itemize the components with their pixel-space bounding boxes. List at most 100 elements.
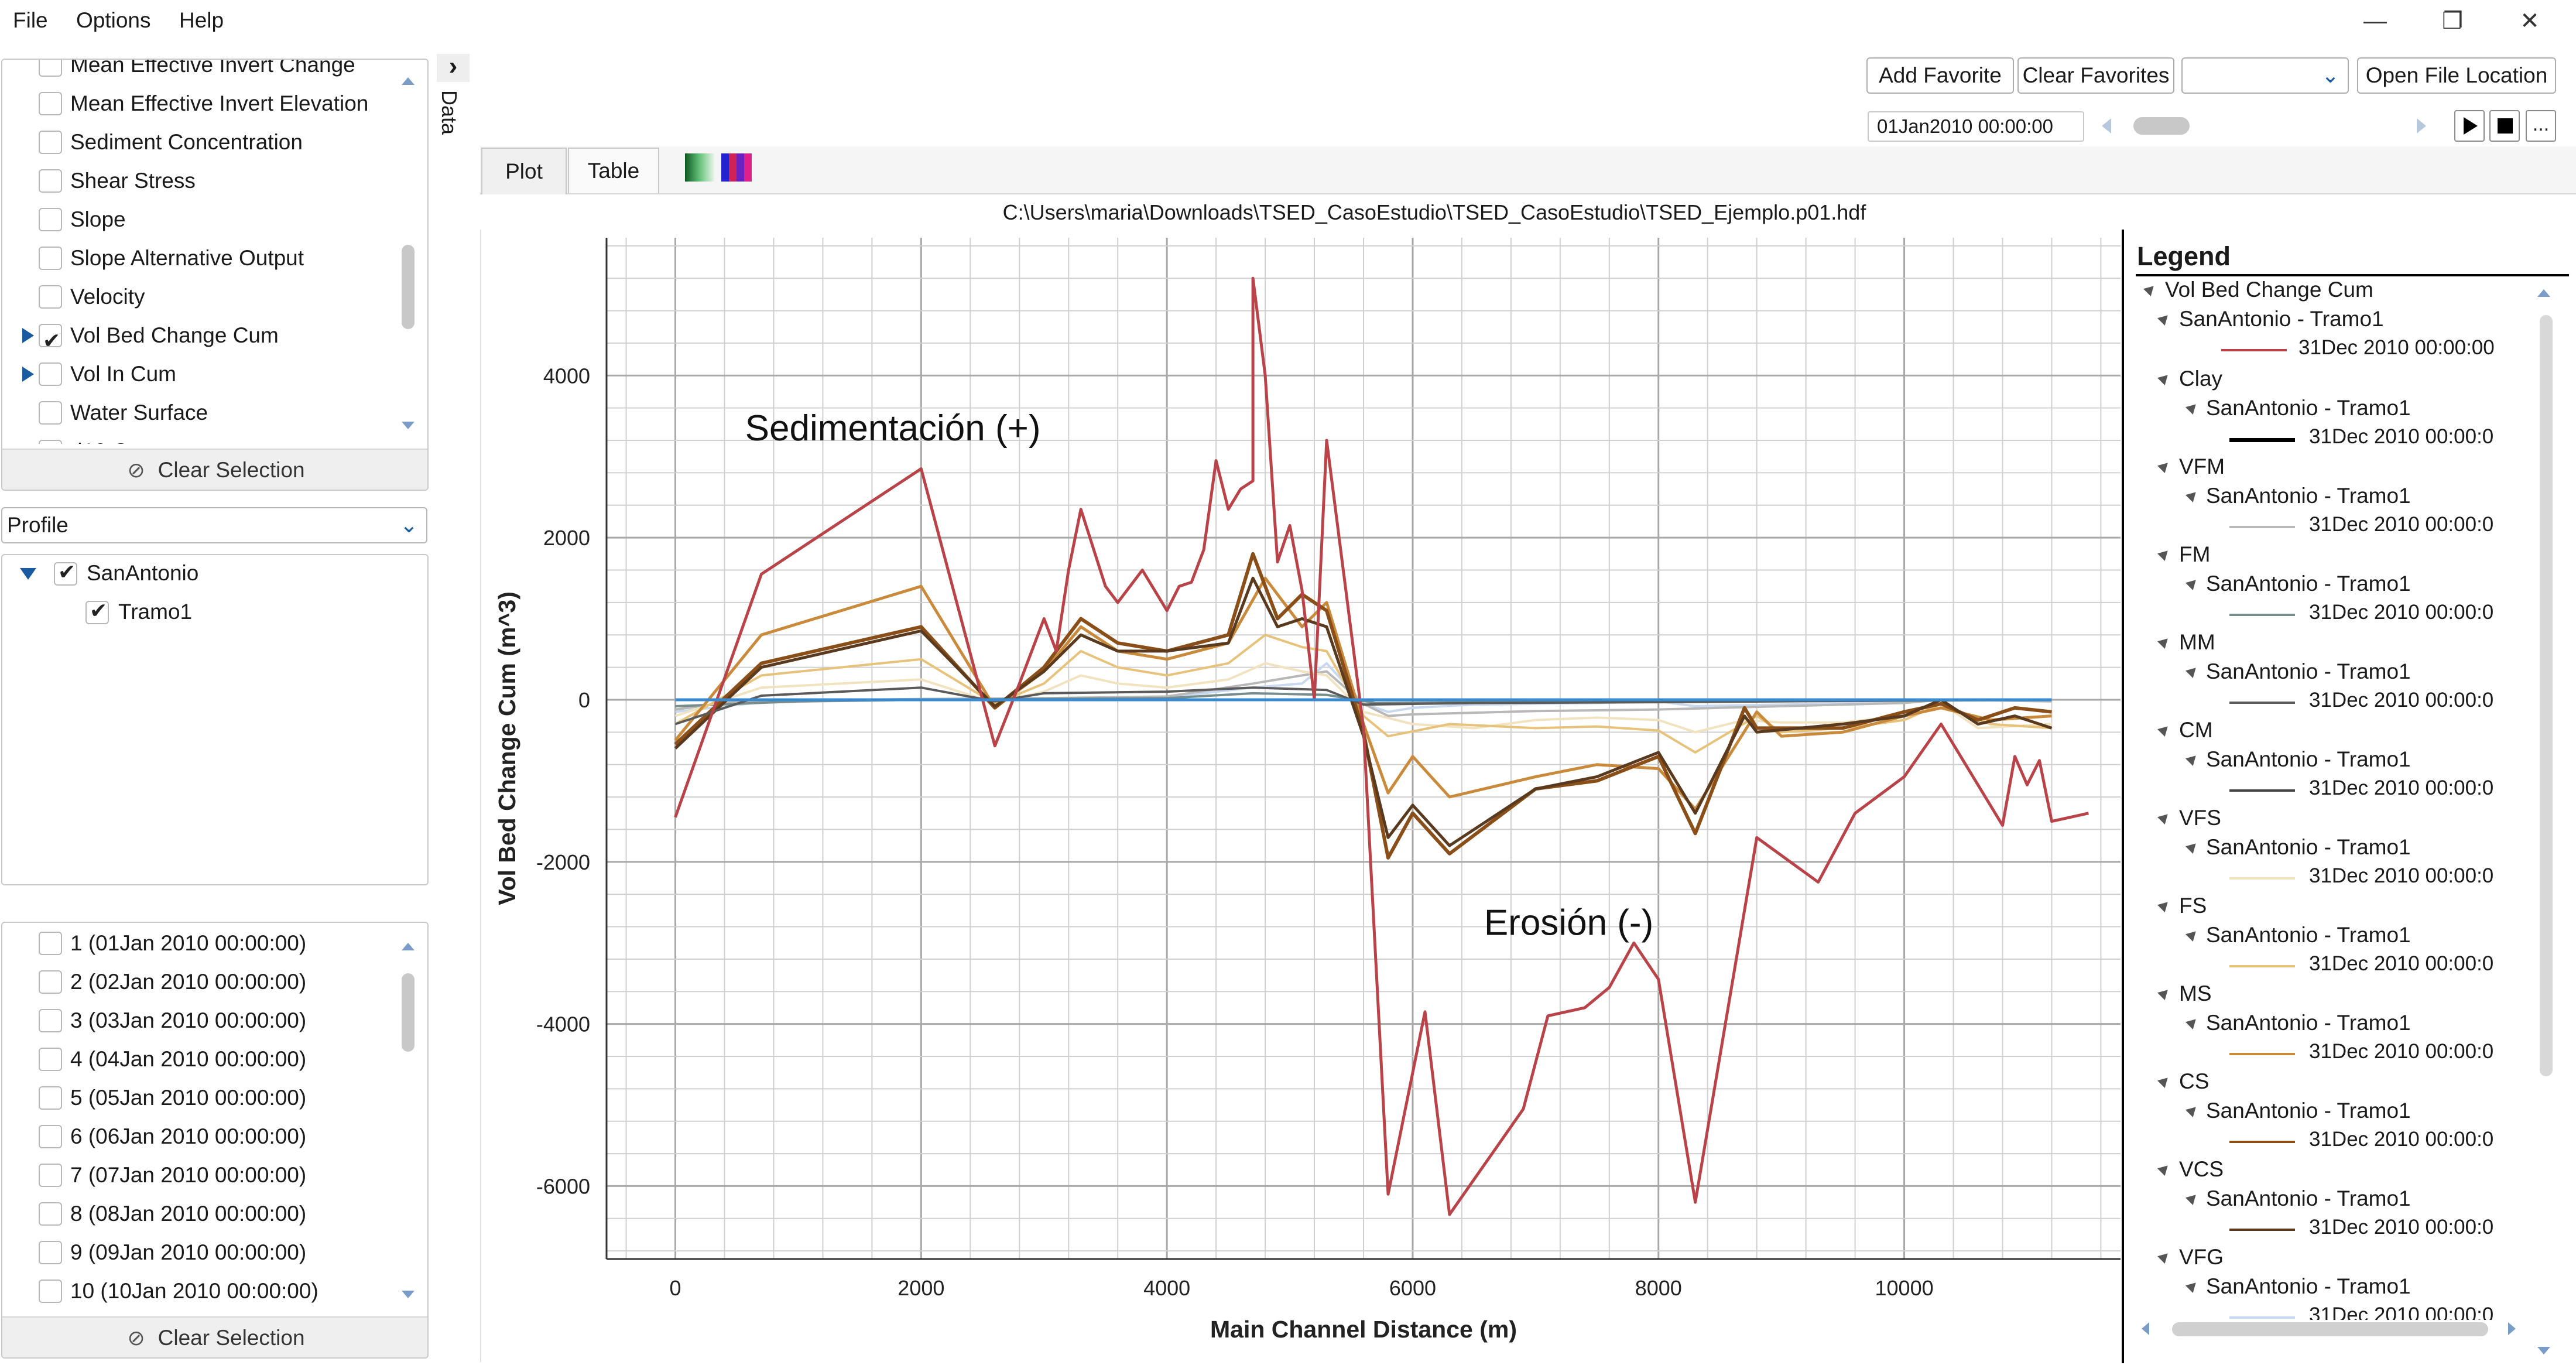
time-item[interactable]: 8 (08Jan 2010 00:00:00): [2, 1195, 400, 1233]
time-checkbox[interactable]: [39, 1164, 62, 1187]
time-list-scrollbar[interactable]: [400, 923, 416, 1316]
menu-file[interactable]: File: [13, 8, 48, 32]
collapse-icon[interactable]: [2157, 371, 2172, 386]
time-slider-thumb[interactable]: [2133, 117, 2190, 135]
time-checkbox[interactable]: [39, 1280, 62, 1303]
collapse-icon[interactable]: [2157, 311, 2172, 326]
menu-options[interactable]: Options: [76, 8, 151, 32]
variable-item[interactable]: d10 Cover: [2, 432, 400, 444]
expand-right-icon[interactable]: [22, 367, 34, 382]
tab-table[interactable]: Table: [568, 148, 659, 193]
collapse-icon[interactable]: [2157, 810, 2172, 825]
time-checkbox[interactable]: [39, 1125, 62, 1148]
time-item[interactable]: 1 (01Jan 2010 00:00:00): [2, 924, 400, 963]
time-item[interactable]: 2 (02Jan 2010 00:00:00): [2, 963, 400, 1001]
variable-checkbox[interactable]: [39, 285, 62, 309]
vol-bed-change-chart[interactable]: 0 2000 4000 6000 8000 10000 4000 2000 0 -2000 -400…: [481, 230, 2411, 1362]
scroll-right-icon[interactable]: [2508, 1322, 2516, 1335]
time-item[interactable]: 6 (06Jan 2010 00:00:00): [2, 1117, 400, 1156]
data-side-tab[interactable]: › Data: [437, 53, 470, 142]
scroll-thumb[interactable]: [402, 973, 415, 1052]
collapse-icon[interactable]: [2143, 282, 2158, 297]
legend-hscrollbar[interactable]: [2142, 1321, 2516, 1339]
collapse-icon[interactable]: [2157, 1249, 2172, 1264]
clear-selection-button[interactable]: ⊘ Clear Selection: [2, 449, 427, 490]
time-item[interactable]: 3 (03Jan 2010 00:00:00): [2, 1001, 400, 1040]
collapse-icon[interactable]: [2157, 986, 2172, 1001]
time-item[interactable]: 7 (07Jan 2010 00:00:00): [2, 1156, 400, 1195]
variable-item[interactable]: Vol Bed Change Cum: [2, 316, 400, 360]
collapse-icon[interactable]: [2185, 839, 2200, 854]
hscroll-thumb[interactable]: [2172, 1322, 2488, 1336]
menu-help[interactable]: Help: [179, 8, 224, 32]
time-checkbox[interactable]: [39, 1009, 62, 1032]
scroll-thumb[interactable]: [2540, 315, 2553, 1076]
collapse-icon[interactable]: [2185, 1278, 2200, 1294]
time-checkbox[interactable]: [39, 1202, 62, 1226]
variable-item[interactable]: Velocity: [2, 278, 400, 316]
variable-item[interactable]: Mean Effective Invert Change: [2, 60, 400, 84]
time-item[interactable]: 9 (09Jan 2010 00:00:00): [2, 1233, 400, 1272]
scroll-down-icon[interactable]: [402, 422, 415, 429]
palette-color-icon[interactable]: [721, 153, 752, 182]
collapse-icon[interactable]: [2157, 546, 2172, 562]
time-slider-left-icon[interactable]: [2102, 118, 2111, 134]
restore-icon[interactable]: ❐: [2442, 8, 2463, 34]
favorites-select[interactable]: ⌄: [2181, 57, 2349, 94]
variable-item[interactable]: Slope: [2, 200, 400, 239]
scroll-thumb[interactable]: [402, 245, 415, 329]
close-icon[interactable]: ✕: [2520, 8, 2540, 34]
scroll-down-icon[interactable]: [402, 1291, 415, 1298]
variable-list-scrollbar[interactable]: [400, 60, 416, 440]
variable-checkbox[interactable]: [39, 401, 62, 425]
variable-checkbox[interactable]: [39, 362, 62, 386]
collapse-icon[interactable]: [2185, 663, 2200, 679]
variable-item[interactable]: Water Surface: [2, 394, 400, 432]
minimize-icon[interactable]: —: [2363, 8, 2387, 34]
collapse-icon[interactable]: [2185, 1190, 2200, 1206]
variable-checkbox[interactable]: [39, 169, 62, 193]
clear-times-button[interactable]: ⊘ Clear Selection: [2, 1316, 427, 1357]
collapse-icon[interactable]: [2157, 459, 2172, 474]
collapse-icon[interactable]: [2157, 1161, 2172, 1176]
time-item[interactable]: 10 (10Jan 2010 00:00:00): [2, 1272, 400, 1311]
legend-scrollbar[interactable]: [2537, 286, 2553, 1354]
scroll-up-icon[interactable]: [2537, 289, 2550, 297]
time-item[interactable]: 5 (05Jan 2010 00:00:00): [2, 1079, 400, 1117]
collapse-icon[interactable]: [2157, 898, 2172, 913]
reach-checkbox[interactable]: [85, 598, 109, 624]
scroll-up-icon[interactable]: [402, 77, 415, 85]
chevron-right-icon[interactable]: ›: [437, 53, 470, 82]
time-checkbox[interactable]: [39, 970, 62, 994]
add-favorite-button[interactable]: Add Favorite: [1866, 57, 2014, 94]
variable-item[interactable]: Sediment Concentration: [2, 123, 400, 162]
expand-right-icon[interactable]: [22, 328, 34, 343]
scroll-down-icon[interactable]: [2537, 1347, 2550, 1354]
time-checkbox[interactable]: [39, 1048, 62, 1071]
collapse-icon[interactable]: [2185, 751, 2200, 767]
collapse-icon[interactable]: [2185, 576, 2200, 591]
variable-checkbox[interactable]: [39, 60, 62, 77]
variable-checkbox[interactable]: [39, 321, 62, 360]
clear-favorites-button[interactable]: Clear Favorites: [2017, 57, 2174, 94]
variable-checkbox[interactable]: [39, 440, 62, 444]
play-button[interactable]: [2454, 110, 2485, 142]
time-input[interactable]: 01Jan2010 00:00:00: [1868, 111, 2084, 142]
variable-checkbox[interactable]: [39, 208, 62, 231]
more-button[interactable]: ...: [2526, 110, 2556, 142]
collapse-icon[interactable]: [2157, 634, 2172, 649]
collapse-icon[interactable]: [2185, 400, 2200, 415]
collapse-icon[interactable]: [2157, 722, 2172, 737]
time-checkbox[interactable]: [39, 932, 62, 955]
open-file-location-button[interactable]: Open File Location: [2357, 57, 2556, 94]
stop-button[interactable]: [2489, 110, 2520, 142]
time-item[interactable]: 4 (04Jan 2010 00:00:00): [2, 1040, 400, 1079]
scroll-up-icon[interactable]: [402, 943, 415, 950]
gradient-color-icon[interactable]: [685, 153, 714, 182]
variable-item[interactable]: Vol In Cum: [2, 355, 400, 394]
scroll-left-icon[interactable]: [2142, 1322, 2149, 1335]
collapse-icon[interactable]: [2185, 927, 2200, 942]
variable-item[interactable]: Shear Stress: [2, 162, 400, 200]
variable-checkbox[interactable]: [39, 131, 62, 154]
variable-checkbox[interactable]: [39, 247, 62, 270]
